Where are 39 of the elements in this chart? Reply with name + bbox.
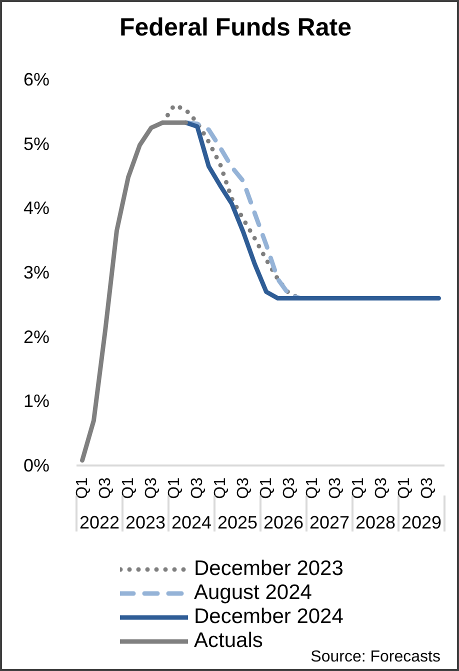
legend-label: December 2024 bbox=[194, 605, 344, 629]
chart-title: Federal Funds Rate bbox=[120, 14, 352, 42]
x-tick-label: Q1 bbox=[120, 477, 137, 499]
x-tick-label: Q1 bbox=[350, 477, 367, 499]
x-tick-label: Q3 bbox=[418, 477, 436, 499]
x-tick-label: Q3 bbox=[188, 477, 206, 499]
legend-label: Actuals bbox=[194, 629, 263, 653]
x-tick-label: Q1 bbox=[304, 477, 321, 499]
text: 2026 bbox=[263, 512, 304, 532]
y-tick-label: 4% bbox=[23, 198, 50, 218]
legend-label: December 2023 bbox=[194, 557, 344, 581]
x-tick-label: Q1 bbox=[212, 477, 229, 499]
y-tick-label: 3% bbox=[23, 262, 50, 282]
x-tick-label: Q3 bbox=[326, 477, 344, 499]
text: 2029 bbox=[401, 512, 442, 532]
x-tick-label: Q3 bbox=[280, 477, 298, 499]
x-tick-label: Q3 bbox=[372, 477, 390, 499]
text: 2024 bbox=[171, 512, 212, 532]
legend-label: August 2024 bbox=[194, 581, 312, 605]
y-tick-label: 6% bbox=[23, 70, 50, 90]
y-tick-label: 2% bbox=[23, 326, 50, 347]
y-tick-label: 0% bbox=[23, 456, 50, 476]
source-note: Source: Forecasts bbox=[310, 648, 440, 666]
text: 2025 bbox=[217, 512, 258, 532]
x-tick-label: Q1 bbox=[396, 477, 413, 499]
x-tick-label: Q3 bbox=[142, 477, 160, 499]
y-tick-label: 5% bbox=[23, 134, 50, 154]
line-series bbox=[80, 120, 188, 463]
text: 2027 bbox=[309, 512, 350, 532]
x-tick-label: Q1 bbox=[258, 477, 275, 499]
x-tick-label: Q1 bbox=[166, 477, 183, 499]
x-tick-label: Q3 bbox=[234, 477, 252, 499]
x-tick-label: Q3 bbox=[96, 477, 114, 499]
x-tick-label: Q1 bbox=[74, 477, 91, 499]
text: 2022 bbox=[79, 512, 120, 532]
y-tick-label: 1% bbox=[23, 391, 50, 412]
text: 2023 bbox=[125, 512, 166, 532]
text: 2028 bbox=[355, 512, 396, 532]
line-series bbox=[184, 120, 441, 300]
